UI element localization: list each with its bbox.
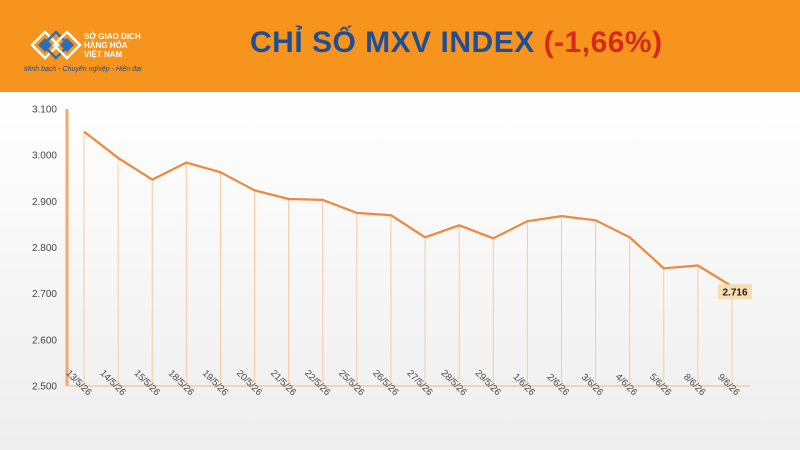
logo-name-line-3: VIỆT NAM (84, 50, 123, 59)
y-tick-label: 2.900 (32, 197, 57, 208)
y-tick-label: 3.100 (32, 105, 57, 116)
title-text: CHỈ SỐ MXV INDEX (250, 26, 535, 59)
drop-lines (83, 131, 733, 386)
logo-name-line-2: HÀNG HÓA (84, 41, 128, 50)
exchange-logo: SỞ GIAO DỊCH HÀNG HÓA VIỆT NAM Minh bạch… (22, 26, 172, 78)
last-value-box (718, 284, 752, 300)
logo-tagline: Minh bạch - Chuyên nghiệp - Hiện đại (24, 66, 142, 73)
title-change: (-1,66%) (543, 26, 663, 59)
y-tick-label: 2.600 (32, 335, 57, 346)
y-tick-label: 3.000 (32, 151, 57, 162)
chart-background (0, 92, 800, 450)
y-tick-label: 2.500 (32, 382, 57, 393)
logo-name-line-1: SỞ GIAO DỊCH (84, 32, 141, 41)
last-value-text: 2.716 (722, 287, 747, 298)
y-axis-ticks: 2.500 2.600 2.700 2.800 2.900 3.000 3.100 (32, 105, 57, 393)
last-value-label: 2.716 (718, 284, 752, 300)
logo-icon (30, 30, 82, 60)
page-title: CHỈ SỐ MXV INDEX (-1,66%) (250, 26, 663, 60)
logo-name: SỞ GIAO DỊCH HÀNG HÓA VIỆT NAM (84, 32, 164, 59)
y-tick-label: 2.700 (32, 289, 57, 300)
header-banner: SỞ GIAO DỊCH HÀNG HÓA VIỆT NAM Minh bạch… (0, 0, 800, 92)
series-line (83, 130, 733, 288)
y-tick-label: 2.800 (32, 243, 57, 254)
